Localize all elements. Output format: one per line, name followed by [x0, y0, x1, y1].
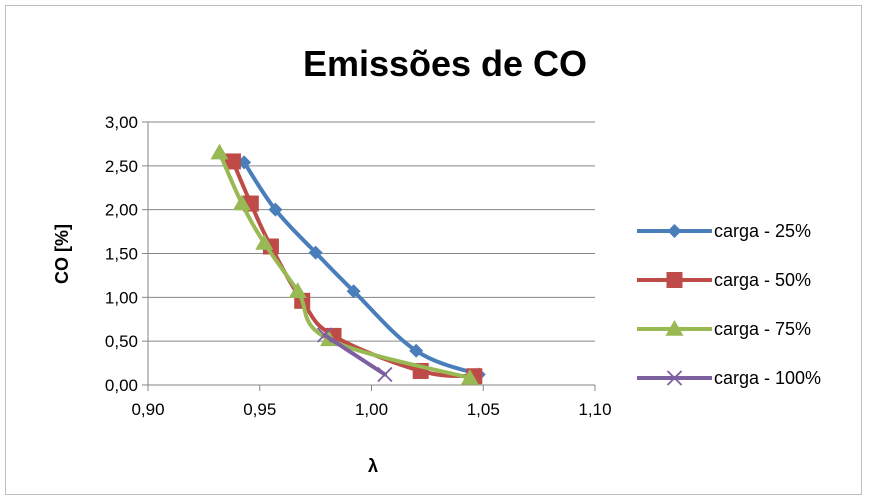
x-tick-label: 1,05	[467, 400, 500, 419]
legend-marker	[666, 370, 683, 386]
legend-label: carga - 25%	[714, 221, 811, 241]
x-tick-label: 0,90	[131, 400, 164, 419]
series-line	[230, 159, 477, 379]
data-point	[288, 282, 307, 298]
data-point	[255, 233, 274, 250]
data-point	[232, 194, 251, 211]
legend: carga - 25% carga - 50% carga - 75% carga -…	[637, 221, 821, 388]
legend-item: carga - 100%	[637, 368, 821, 388]
data-point	[268, 202, 283, 217]
y-tick-label: 1,00	[105, 288, 138, 307]
data-point	[316, 327, 333, 343]
y-tick-label: 2,50	[105, 157, 138, 176]
y-axis-title: CO [%]	[52, 224, 72, 284]
data-point	[210, 143, 229, 160]
chart-title: Emissões de CO	[303, 43, 587, 84]
data-point	[346, 284, 361, 299]
data-point	[377, 366, 393, 383]
data-point	[224, 153, 241, 170]
x-tick-label: 1,00	[355, 400, 388, 419]
legend-marker	[665, 320, 684, 336]
legend-marker	[666, 272, 683, 288]
data-point	[460, 368, 479, 385]
series-layer	[210, 143, 486, 385]
y-tick-label: 1,50	[105, 245, 138, 264]
axes: 0,00 0,50 1,00 1,50 2,00 2,50 3,00 0,90 0,95 1,00…	[105, 113, 612, 419]
legend-item: carga - 75%	[637, 319, 811, 339]
y-tick-label: 0,00	[105, 376, 138, 395]
data-point	[308, 245, 323, 260]
x-tick-label: 0,95	[243, 400, 276, 419]
legend-item: carga - 25%	[637, 221, 811, 241]
series-line	[322, 333, 387, 377]
gridlines	[148, 121, 595, 342]
legend-label: carga - 50%	[714, 270, 811, 290]
y-tick-label: 0,50	[105, 332, 138, 351]
series-4	[316, 327, 393, 383]
legend-label: carga - 100%	[714, 368, 821, 388]
y-tick-label: 3,00	[105, 113, 138, 132]
series-1	[237, 155, 486, 382]
x-axis-title: λ	[368, 456, 378, 476]
legend-marker	[667, 224, 682, 238]
legend-label: carga - 75%	[714, 319, 811, 339]
data-point	[409, 343, 424, 358]
legend-item: carga - 50%	[637, 270, 811, 290]
y-tick-label: 2,00	[105, 201, 138, 220]
x-tick-label: 1,10	[578, 400, 611, 419]
